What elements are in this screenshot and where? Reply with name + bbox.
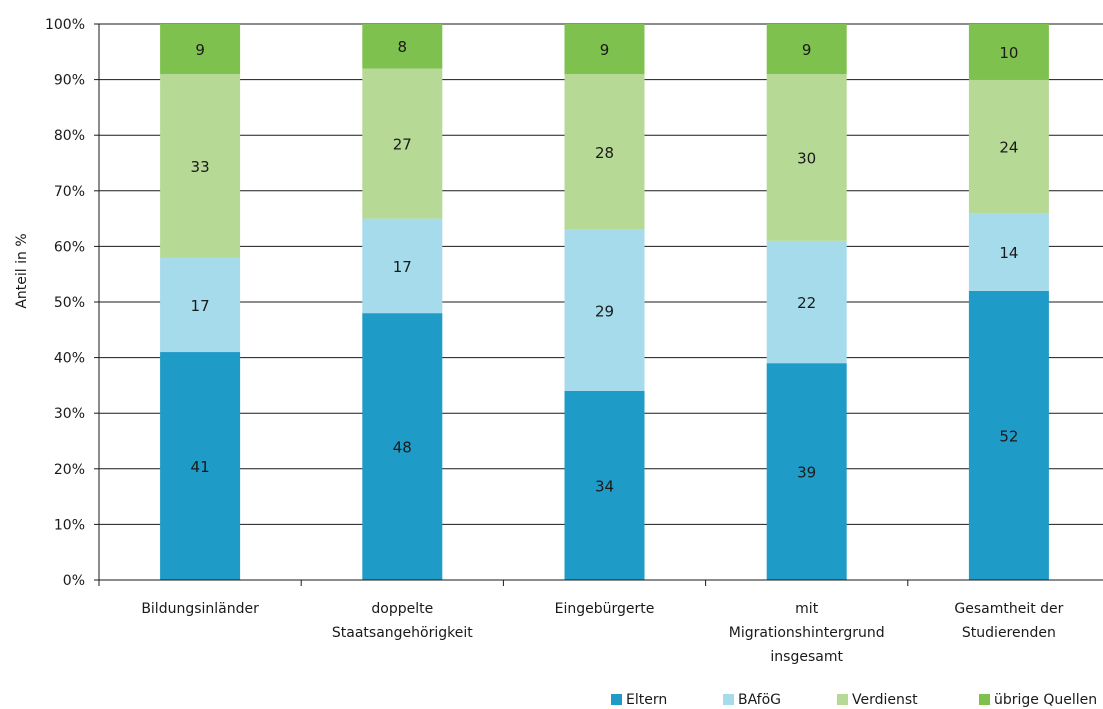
y-axis-label: Anteil in % [14, 233, 30, 308]
data-label: 17 [393, 258, 412, 276]
data-label: 30 [797, 149, 816, 167]
x-category-label: doppelte Staatsangehörigkeit [332, 601, 473, 641]
y-tick-label: 70% [54, 184, 85, 200]
bars: 41 17 33 9 48 17 27 8 34 29 28 9 39 22 30 9 52 14 24 10 [160, 24, 1049, 580]
y-tick-label: 20% [54, 462, 85, 478]
data-label: 9 [600, 41, 610, 59]
data-label: 28 [595, 144, 614, 162]
bar-segment [362, 24, 443, 69]
x-category-label: mit Migrationshintergrund insgesamt [729, 601, 885, 665]
data-label: 22 [797, 294, 816, 312]
legend-label: BAföG [738, 692, 781, 708]
data-label: 24 [999, 138, 1018, 156]
bar-segment [766, 24, 847, 75]
data-label: 8 [398, 38, 408, 56]
data-label: 27 [393, 136, 412, 154]
data-label: 41 [191, 458, 210, 476]
y-axis: 0% 10% 20% 30% 40% 50% 60% 70% 80% 90% 100% [45, 17, 100, 589]
legend: Eltern BAföG Verdienst übrige Quellen [611, 692, 1097, 708]
legend-swatch [979, 694, 990, 705]
data-label: 33 [191, 158, 210, 176]
y-tick-label: 80% [54, 128, 85, 144]
y-tick-label: 0% [63, 573, 85, 589]
y-tick-label: 10% [54, 517, 85, 533]
bar-segment [766, 74, 847, 241]
legend-swatch [723, 694, 734, 705]
data-label: 52 [999, 427, 1018, 445]
bar-segment [160, 74, 241, 258]
bar-segment [564, 74, 645, 230]
y-tick-label: 40% [54, 351, 85, 367]
bar-segment [362, 218, 443, 314]
y-tick-label: 30% [54, 406, 85, 422]
bar-segment [564, 229, 645, 391]
bar-segment [968, 290, 1049, 580]
data-label: 17 [191, 297, 210, 315]
bar-segment [968, 213, 1049, 291]
legend-label: Eltern [626, 692, 667, 708]
bar-segment [968, 24, 1049, 80]
bar-segment [362, 68, 443, 219]
y-tick-label: 90% [54, 73, 85, 89]
bar-segment [564, 390, 645, 580]
y-tick-label: 60% [54, 239, 85, 255]
bar-segment [766, 240, 847, 364]
bar-segment [160, 24, 241, 75]
legend-swatch [611, 694, 622, 705]
data-label: 9 [802, 41, 812, 59]
bar-segment [160, 352, 241, 580]
data-label: 10 [999, 44, 1018, 62]
legend-label: übrige Quellen [994, 692, 1097, 708]
bar-segment [968, 79, 1049, 214]
data-label: 48 [393, 439, 412, 457]
x-category-label: Bildungsinländer [141, 601, 259, 617]
bar-segment [564, 24, 645, 75]
y-tick-label: 100% [45, 17, 85, 33]
x-category-label: Gesamtheit der Studierenden [954, 601, 1063, 641]
data-label: 14 [999, 244, 1018, 262]
data-label: 9 [195, 41, 205, 59]
bar-segment [766, 363, 847, 580]
x-category-label: Eingebürgerte [555, 601, 655, 617]
x-axis: Bildungsinländer doppelte Staatsangehörigk… [98, 579, 1103, 665]
data-label: 34 [595, 477, 614, 495]
bar-segment [160, 257, 241, 353]
legend-label: Verdienst [852, 692, 918, 708]
bar-segment [362, 313, 443, 580]
y-tick-label: 50% [54, 295, 85, 311]
data-label: 29 [595, 302, 614, 320]
legend-swatch [837, 694, 848, 705]
data-label: 39 [797, 464, 816, 482]
